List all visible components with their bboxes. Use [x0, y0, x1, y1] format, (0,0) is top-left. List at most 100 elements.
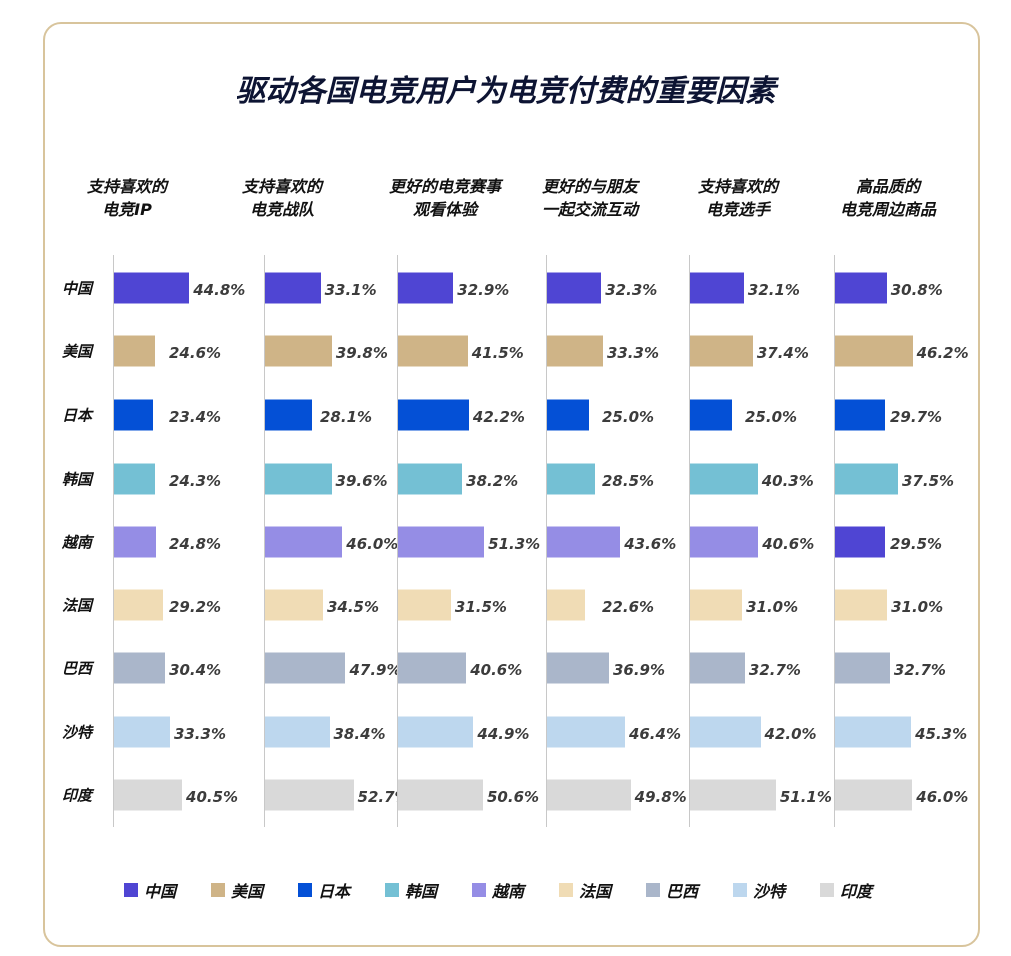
- series-header-line: 支持喜欢的: [86, 177, 167, 196]
- bar-美国: [547, 335, 603, 367]
- data-label: 50.6%: [487, 788, 540, 806]
- data-label: 30.8%: [890, 281, 943, 299]
- legend-item: 巴西: [646, 878, 733, 902]
- data-label: 45.3%: [915, 725, 968, 743]
- series-header: 支持喜欢的 电竞IP: [52, 175, 202, 221]
- data-label: 23.4%: [169, 408, 222, 426]
- bar-印度: [114, 779, 183, 811]
- bar-美国: [835, 335, 913, 367]
- bar-印度: [835, 779, 913, 811]
- data-label: 41.5%: [471, 344, 524, 362]
- category-label: 日本: [62, 406, 93, 425]
- data-label: 31.0%: [891, 598, 944, 616]
- data-label: 32.7%: [893, 661, 946, 679]
- bar-越南: [690, 526, 759, 558]
- series-header-line: 更好的电竞赛事: [388, 177, 501, 196]
- legend-item: 中国: [124, 878, 211, 902]
- series-header-line: 高品质的: [855, 177, 920, 196]
- data-label: 32.1%: [747, 281, 800, 299]
- data-label: 46.0%: [346, 535, 399, 553]
- bar-韩国: [835, 463, 898, 495]
- legend-item: 法国: [559, 878, 646, 902]
- data-label: 37.5%: [902, 472, 955, 490]
- series-header-line: 一起交流互动: [541, 200, 638, 219]
- legend: 中国 美国 日本 韩国 越南 法国 巴西 沙特 印度: [124, 878, 907, 902]
- bar-美国: [265, 335, 332, 367]
- data-label: 37.4%: [756, 344, 809, 362]
- data-label: 40.6%: [470, 661, 523, 679]
- legend-label: 中国: [144, 882, 177, 901]
- legend-label: 印度: [840, 882, 873, 901]
- legend-item: 沙特: [733, 878, 820, 902]
- bar-巴西: [114, 652, 166, 684]
- legend-item: 越南: [472, 878, 559, 902]
- data-label: 28.1%: [320, 408, 373, 426]
- data-label: 40.6%: [762, 535, 815, 553]
- bar-法国: [547, 589, 585, 621]
- bar-韩国: [114, 463, 155, 495]
- data-label: 39.6%: [335, 472, 388, 490]
- data-label: 24.8%: [169, 535, 222, 553]
- bar-日本: [835, 399, 885, 431]
- bar-越南: [835, 526, 885, 558]
- bar-韩国: [690, 463, 758, 495]
- legend-swatch: [211, 883, 225, 897]
- data-label: 31.0%: [746, 598, 799, 616]
- data-label: 33.3%: [606, 344, 659, 362]
- category-label: 法国: [62, 596, 93, 615]
- category-label: 巴西: [62, 659, 93, 678]
- data-label: 46.0%: [916, 788, 969, 806]
- legend-item: 美国: [211, 878, 298, 902]
- bar-中国: [690, 272, 744, 304]
- legend-label: 日本: [318, 882, 351, 901]
- legend-label: 法国: [579, 882, 612, 901]
- data-label: 39.8%: [335, 344, 388, 362]
- axis-line: [546, 255, 547, 827]
- bar-美国: [398, 335, 468, 367]
- bar-沙特: [547, 716, 625, 748]
- bar-巴西: [547, 652, 609, 684]
- bar-巴西: [265, 652, 346, 684]
- bar-日本: [114, 399, 154, 431]
- data-label: 42.0%: [764, 725, 817, 743]
- legend-swatch: [385, 883, 399, 897]
- bar-印度: [265, 779, 354, 811]
- bar-韩国: [547, 463, 595, 495]
- bar-中国: [114, 272, 190, 304]
- legend-label: 沙特: [753, 882, 786, 901]
- axis-line: [689, 255, 690, 827]
- bar-法国: [265, 589, 323, 621]
- data-label: 34.5%: [326, 598, 379, 616]
- data-label: 49.8%: [634, 788, 687, 806]
- data-label: 36.9%: [612, 661, 666, 679]
- data-label: 32.3%: [605, 281, 658, 299]
- legend-label: 巴西: [666, 882, 699, 901]
- data-label: 30.4%: [169, 661, 222, 679]
- bar-印度: [398, 779, 483, 811]
- category-label: 沙特: [62, 723, 93, 742]
- data-label: 38.2%: [466, 472, 519, 490]
- series-header: 支持喜欢的 电竞战队: [207, 175, 357, 221]
- legend-label: 越南: [492, 882, 525, 901]
- bar-巴西: [398, 652, 467, 684]
- data-label: 46.4%: [628, 725, 681, 743]
- data-label: 24.3%: [169, 472, 222, 490]
- series-header-line: 支持喜欢的: [241, 177, 322, 196]
- bar-沙特: [398, 716, 474, 748]
- data-label: 52.7%: [357, 788, 410, 806]
- series-header: 更好的与朋友 一起交流互动: [515, 175, 665, 221]
- data-label: 47.9%: [349, 661, 402, 679]
- bar-法国: [398, 589, 451, 621]
- data-label: 40.5%: [186, 788, 239, 806]
- bar-美国: [690, 335, 753, 367]
- category-label: 印度: [62, 786, 93, 805]
- axis-line: [113, 255, 114, 827]
- series-header: 更好的电竞赛事 观看体验: [370, 175, 520, 221]
- data-label: 29.7%: [890, 408, 943, 426]
- series-header-line: 观看体验: [412, 200, 477, 219]
- data-label: 42.2%: [472, 408, 525, 426]
- category-label: 韩国: [62, 470, 93, 489]
- data-label: 44.8%: [193, 281, 246, 299]
- legend-item: 韩国: [385, 878, 472, 902]
- bar-印度: [547, 779, 631, 811]
